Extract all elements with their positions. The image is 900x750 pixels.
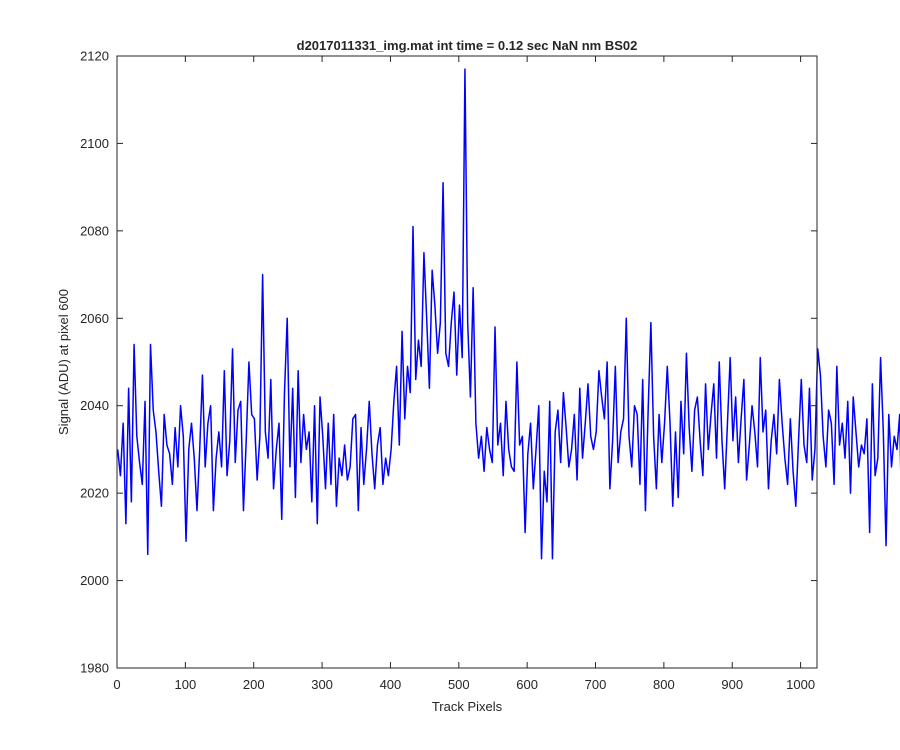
y-tick-label: 2020 xyxy=(80,486,109,501)
y-tick-label: 2080 xyxy=(80,223,109,238)
x-tick-label: 700 xyxy=(585,677,607,692)
x-tick-label: 400 xyxy=(380,677,402,692)
x-axis-ticks: 0 100 200 300 400 500 600 700 800 900 1000 xyxy=(113,56,815,692)
y-tick-label: 2120 xyxy=(80,49,109,64)
y-axis-ticks: 1980 2000 2020 2040 2060 2080 2100 2120 xyxy=(80,49,817,676)
series-line-0 xyxy=(116,68,900,560)
x-tick-label: 0 xyxy=(113,677,120,692)
x-tick-label: 200 xyxy=(243,677,265,692)
plot-area xyxy=(117,56,817,668)
chart-title: d2017011331_img.mat int time = 0.12 sec … xyxy=(297,38,638,53)
series-layer xyxy=(116,68,900,560)
x-tick-label: 800 xyxy=(653,677,675,692)
y-tick-label: 2100 xyxy=(80,136,109,151)
plot-frame xyxy=(116,55,818,669)
y-tick-label: 2040 xyxy=(80,398,109,413)
y-tick-label: 1980 xyxy=(80,661,109,676)
x-tick-label: 900 xyxy=(721,677,743,692)
y-axis-label: Signal (ADU) at pixel 600 xyxy=(56,289,71,435)
x-axis-label: Track Pixels xyxy=(432,699,503,714)
x-tick-label: 600 xyxy=(516,677,538,692)
x-tick-label: 1000 xyxy=(786,677,815,692)
x-tick-label: 100 xyxy=(175,677,197,692)
y-tick-label: 2000 xyxy=(80,573,109,588)
x-tick-label: 500 xyxy=(448,677,470,692)
y-tick-label: 2060 xyxy=(80,311,109,326)
x-tick-label: 300 xyxy=(311,677,333,692)
